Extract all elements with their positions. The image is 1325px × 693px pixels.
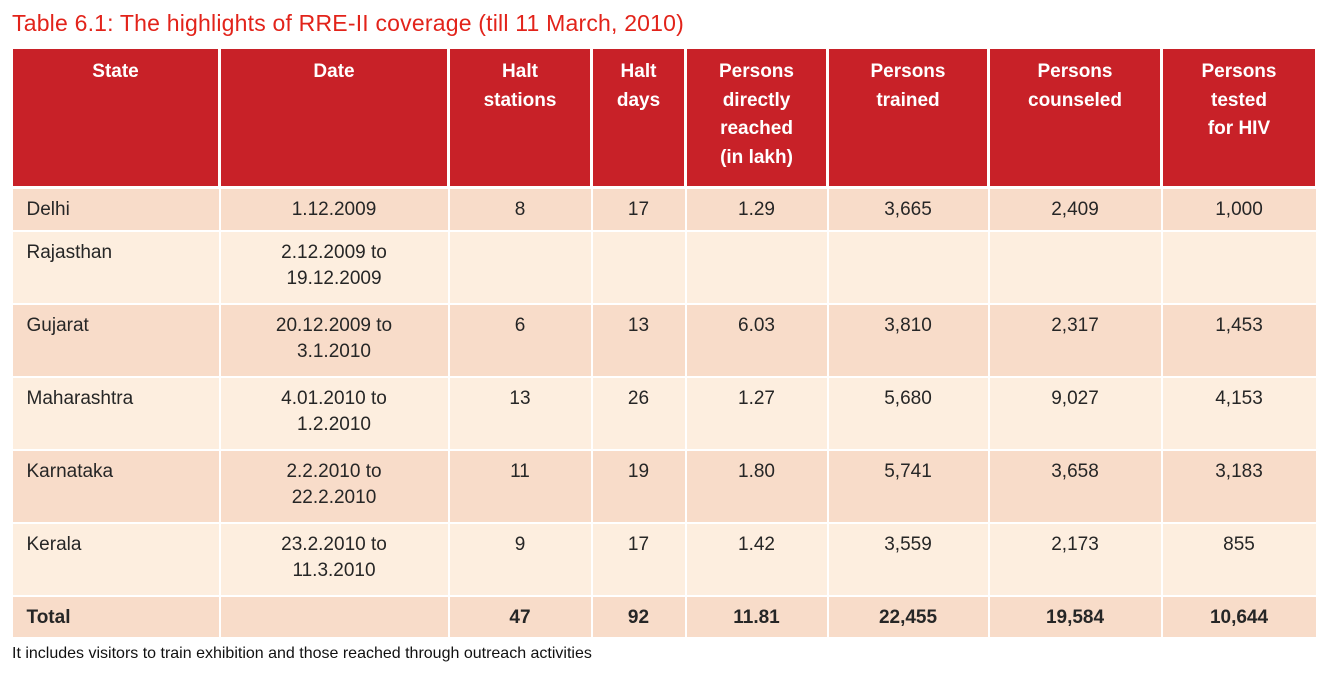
cell-halt-days <box>590 229 687 305</box>
table-row-maharashtra: Maharashtra 4.01.2010 to 1.2.2010 13 26 … <box>10 375 1318 451</box>
cell-persons-reached: 1.29 <box>684 186 829 232</box>
cell-date: 2.2.2010 to 22.2.2010 <box>218 448 450 524</box>
cell-state: Karnataka <box>10 448 221 524</box>
cell-persons-tested: 3,183 <box>1160 448 1318 524</box>
cell-halt-stations: 6 <box>447 302 593 378</box>
header-state: State <box>10 46 221 189</box>
header-date: Date <box>218 46 450 189</box>
cell-halt-days: 19 <box>590 448 687 524</box>
cell-halt-stations: 11 <box>447 448 593 524</box>
cell-halt-days: 13 <box>590 302 687 378</box>
cell-persons-trained: 5,741 <box>826 448 990 524</box>
cell-state: Kerala <box>10 521 221 597</box>
table-row-rajasthan: Rajasthan 2.12.2009 to 19.12.2009 <box>10 229 1318 305</box>
cell-persons-reached: 1.42 <box>684 521 829 597</box>
cell-halt-days: 26 <box>590 375 687 451</box>
header-halt-stations: Halt stations <box>447 46 593 189</box>
table-row-karnataka: Karnataka 2.2.2010 to 22.2.2010 11 19 1.… <box>10 448 1318 524</box>
cell-persons-counseled: 2,173 <box>987 521 1163 597</box>
cell-total-label: Total <box>10 594 221 640</box>
cell-date: 2.12.2009 to 19.12.2009 <box>218 229 450 305</box>
cell-total-date <box>218 594 450 640</box>
report-page: Table 6.1: The highlights of RRE-II cove… <box>10 10 1318 663</box>
cell-halt-stations: 13 <box>447 375 593 451</box>
cell-persons-counseled <box>987 229 1163 305</box>
cell-date: 23.2.2010 to 11.3.2010 <box>218 521 450 597</box>
table-row-gujarat: Gujarat 20.12.2009 to 3.1.2010 6 13 6.03… <box>10 302 1318 378</box>
footnote: It includes visitors to train exhibition… <box>12 645 592 663</box>
cell-state: Maharashtra <box>10 375 221 451</box>
cell-halt-days: 17 <box>590 186 687 232</box>
cell-persons-reached: 6.03 <box>684 302 829 378</box>
cell-persons-tested: 1,000 <box>1160 186 1318 232</box>
table-row-total: Total 47 92 11.81 22,455 19,584 10,644 <box>10 594 1318 640</box>
cell-persons-trained: 3,665 <box>826 186 990 232</box>
cell-persons-counseled: 2,317 <box>987 302 1163 378</box>
cell-state: Gujarat <box>10 302 221 378</box>
cell-total-persons-tested: 10,644 <box>1160 594 1318 640</box>
cell-persons-tested: 4,153 <box>1160 375 1318 451</box>
cell-date: 20.12.2009 to 3.1.2010 <box>218 302 450 378</box>
cell-halt-stations <box>447 229 593 305</box>
cell-persons-counseled: 2,409 <box>987 186 1163 232</box>
coverage-table: State Date Halt stations Halt days Perso… <box>10 46 1318 640</box>
header-persons-tested: Persons tested for HIV <box>1160 46 1318 189</box>
header-halt-days: Halt days <box>590 46 687 189</box>
cell-date: 4.01.2010 to 1.2.2010 <box>218 375 450 451</box>
header-persons-reached: Persons directly reached (in lakh) <box>684 46 829 189</box>
cell-total-persons-reached: 11.81 <box>684 594 829 640</box>
cell-persons-trained: 3,810 <box>826 302 990 378</box>
cell-total-persons-counseled: 19,584 <box>987 594 1163 640</box>
cell-persons-reached: 1.80 <box>684 448 829 524</box>
table-row-kerala: Kerala 23.2.2010 to 11.3.2010 9 17 1.42 … <box>10 521 1318 597</box>
header-persons-counseled: Persons counseled <box>987 46 1163 189</box>
cell-persons-trained <box>826 229 990 305</box>
cell-persons-counseled: 9,027 <box>987 375 1163 451</box>
cell-persons-tested: 1,453 <box>1160 302 1318 378</box>
cell-persons-tested: 855 <box>1160 521 1318 597</box>
header-row: State Date Halt stations Halt days Perso… <box>10 46 1318 189</box>
cell-state: Delhi <box>10 186 221 232</box>
cell-halt-days: 17 <box>590 521 687 597</box>
cell-total-halt-days: 92 <box>590 594 687 640</box>
cell-halt-stations: 8 <box>447 186 593 232</box>
table-title: Table 6.1: The highlights of RRE-II cove… <box>12 10 685 36</box>
cell-state: Rajasthan <box>10 229 221 305</box>
cell-persons-trained: 5,680 <box>826 375 990 451</box>
cell-persons-tested <box>1160 229 1318 305</box>
cell-persons-counseled: 3,658 <box>987 448 1163 524</box>
cell-total-halt-stations: 47 <box>447 594 593 640</box>
cell-date: 1.12.2009 <box>218 186 450 232</box>
cell-persons-reached: 1.27 <box>684 375 829 451</box>
cell-persons-trained: 3,559 <box>826 521 990 597</box>
table-row-delhi: Delhi 1.12.2009 8 17 1.29 3,665 2,409 1,… <box>10 186 1318 232</box>
cell-total-persons-trained: 22,455 <box>826 594 990 640</box>
cell-halt-stations: 9 <box>447 521 593 597</box>
header-persons-trained: Persons trained <box>826 46 990 189</box>
cell-persons-reached <box>684 229 829 305</box>
